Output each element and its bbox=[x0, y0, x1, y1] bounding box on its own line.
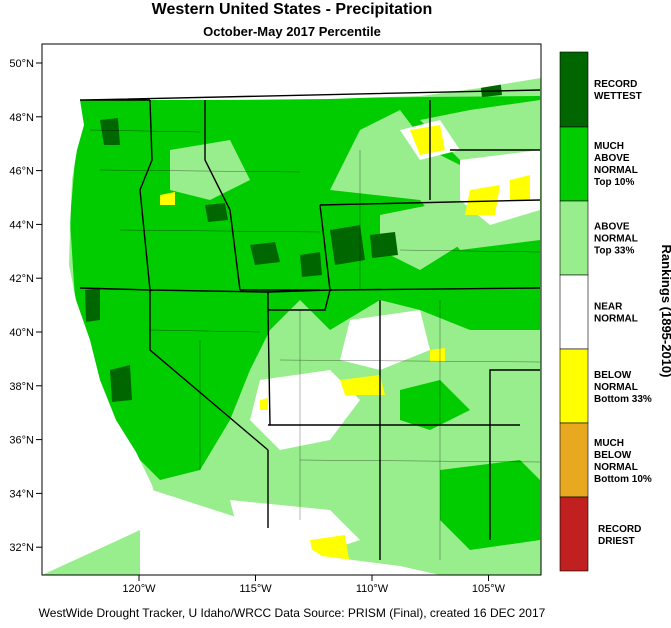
lat-label: 34°N bbox=[9, 488, 34, 500]
footer: WestWide Drought Tracker, U Idaho/WRCC D… bbox=[39, 606, 546, 620]
subtitle: October-May 2017 Percentile bbox=[203, 24, 381, 39]
legend-label: NORMAL bbox=[594, 314, 638, 325]
map bbox=[42, 44, 541, 575]
legend-label: NORMAL bbox=[594, 382, 638, 393]
legend-label: NORMAL bbox=[594, 233, 638, 244]
lon-label: 115°W bbox=[239, 583, 272, 595]
legend-label: Bottom 33% bbox=[594, 394, 652, 405]
legend-label: NEAR bbox=[594, 302, 623, 313]
legend-label: MUCH bbox=[594, 141, 624, 152]
legend-label: ABOVE bbox=[594, 153, 630, 164]
lat-label: 32°N bbox=[9, 542, 34, 554]
legend-label: RECORD bbox=[594, 79, 637, 90]
legend-label: BELOW bbox=[594, 450, 632, 461]
legend-label: ABOVE bbox=[594, 221, 630, 232]
lat-label: 42°N bbox=[9, 273, 34, 285]
lat-label: 44°N bbox=[9, 219, 34, 231]
lat-label: 36°N bbox=[9, 435, 34, 447]
legend-swatch bbox=[559, 51, 589, 128]
legend-label: Bottom 10% bbox=[594, 474, 652, 485]
legend-swatch bbox=[559, 348, 589, 424]
lat-label: 38°N bbox=[9, 381, 34, 393]
map-frame bbox=[41, 43, 542, 576]
legend-swatch bbox=[559, 496, 589, 572]
latitude-labels: 50°N 48°N 46°N 44°N 42°N 40°N 38°N 36°N 34°N 32°N bbox=[9, 58, 42, 554]
legend-label: NORMAL bbox=[594, 462, 638, 473]
legend-label: DRIEST bbox=[598, 536, 635, 547]
legend-label: NORMAL bbox=[594, 165, 638, 176]
legend-swatch bbox=[559, 274, 589, 350]
lon-label: 110°W bbox=[356, 583, 389, 595]
legend-swatch bbox=[559, 200, 589, 276]
legend-label: RECORD bbox=[598, 524, 641, 535]
lon-label: 120°W bbox=[122, 583, 156, 595]
title: Western United States - Precipitation bbox=[152, 1, 433, 18]
legend-swatch bbox=[559, 126, 589, 202]
legend-label: BELOW bbox=[594, 370, 632, 381]
lat-label: 50°N bbox=[9, 58, 34, 70]
legend-title: Rankings (1895-2010) bbox=[659, 245, 671, 378]
legend-label: MUCH bbox=[594, 438, 624, 449]
lat-label: 46°N bbox=[9, 166, 34, 178]
legend-label: Top 33% bbox=[594, 245, 634, 256]
legend-swatch bbox=[559, 422, 589, 498]
longitude-labels: 120°W 115°W 110°W 105°W bbox=[122, 575, 506, 595]
lat-label: 40°N bbox=[9, 327, 34, 339]
legend-label: WETTEST bbox=[594, 91, 642, 102]
lon-label: 105°W bbox=[472, 583, 506, 595]
legend-label: Top 10% bbox=[594, 177, 634, 188]
lat-label: 48°N bbox=[9, 112, 34, 124]
